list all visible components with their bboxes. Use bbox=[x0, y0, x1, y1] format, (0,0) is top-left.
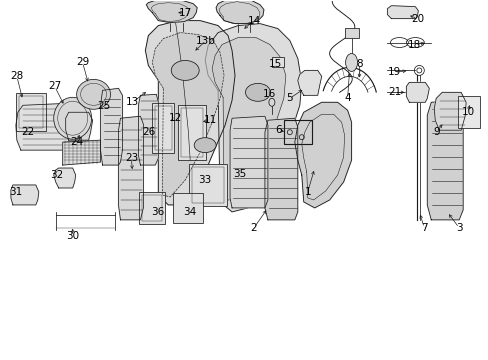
Text: 11: 11 bbox=[203, 115, 216, 125]
Polygon shape bbox=[297, 71, 321, 95]
Text: 18: 18 bbox=[407, 40, 420, 50]
Text: 33: 33 bbox=[198, 175, 211, 185]
Text: 1: 1 bbox=[304, 187, 310, 197]
Ellipse shape bbox=[245, 84, 270, 101]
Polygon shape bbox=[427, 100, 462, 220]
Text: 20: 20 bbox=[410, 14, 423, 24]
Text: 7: 7 bbox=[420, 223, 427, 233]
Polygon shape bbox=[101, 88, 122, 165]
Polygon shape bbox=[433, 92, 465, 130]
Bar bbox=[19, 96, 42, 128]
Polygon shape bbox=[146, 0, 197, 23]
Text: 4: 4 bbox=[344, 93, 350, 103]
Text: 13b: 13b bbox=[196, 36, 216, 46]
Text: 19: 19 bbox=[387, 67, 400, 77]
Text: 30: 30 bbox=[66, 231, 79, 241]
Polygon shape bbox=[65, 112, 92, 140]
Polygon shape bbox=[205, 24, 301, 212]
Text: 29: 29 bbox=[76, 58, 89, 67]
Text: 2: 2 bbox=[250, 223, 257, 233]
Text: 8: 8 bbox=[356, 59, 362, 69]
Text: 3: 3 bbox=[455, 223, 462, 233]
Text: 22: 22 bbox=[21, 127, 34, 137]
Text: 31: 31 bbox=[9, 187, 22, 197]
Text: 34: 34 bbox=[183, 207, 197, 217]
Text: 5: 5 bbox=[286, 93, 292, 103]
Bar bbox=[189, 164, 226, 206]
Text: 25: 25 bbox=[97, 101, 110, 111]
Polygon shape bbox=[386, 6, 417, 19]
Text: 24: 24 bbox=[70, 137, 83, 147]
Text: 21: 21 bbox=[387, 87, 400, 97]
Polygon shape bbox=[16, 103, 74, 150]
Text: 28: 28 bbox=[10, 71, 23, 81]
Bar bbox=[344, 28, 358, 37]
Bar bbox=[142, 195, 162, 221]
Polygon shape bbox=[294, 102, 351, 208]
Ellipse shape bbox=[54, 97, 91, 139]
Polygon shape bbox=[54, 168, 76, 188]
Polygon shape bbox=[145, 21, 235, 205]
Polygon shape bbox=[11, 185, 39, 205]
Bar bbox=[178, 105, 206, 159]
Text: 27: 27 bbox=[48, 81, 61, 91]
Polygon shape bbox=[264, 118, 297, 220]
Polygon shape bbox=[212, 37, 285, 200]
Text: 12: 12 bbox=[168, 113, 182, 123]
Polygon shape bbox=[229, 116, 267, 208]
Ellipse shape bbox=[345, 54, 357, 71]
Text: 15: 15 bbox=[269, 59, 282, 69]
Bar bbox=[192, 167, 224, 203]
Polygon shape bbox=[62, 140, 101, 165]
Bar bbox=[155, 106, 171, 150]
Text: 9: 9 bbox=[432, 127, 439, 137]
Bar bbox=[173, 193, 203, 223]
Polygon shape bbox=[216, 0, 264, 24]
Text: 6: 6 bbox=[275, 125, 282, 135]
Ellipse shape bbox=[77, 80, 110, 109]
Text: 13: 13 bbox=[125, 97, 139, 107]
Ellipse shape bbox=[171, 60, 199, 80]
Bar bbox=[271, 58, 283, 67]
Polygon shape bbox=[138, 94, 158, 165]
Polygon shape bbox=[118, 116, 143, 220]
Bar bbox=[16, 93, 46, 131]
Bar bbox=[283, 120, 311, 144]
Polygon shape bbox=[152, 32, 224, 197]
Bar bbox=[457, 96, 479, 128]
Text: 14: 14 bbox=[247, 15, 260, 26]
Bar bbox=[181, 108, 203, 157]
Text: 17: 17 bbox=[178, 8, 191, 18]
Text: 32: 32 bbox=[50, 170, 63, 180]
Text: 23: 23 bbox=[124, 153, 138, 163]
Ellipse shape bbox=[268, 98, 274, 106]
Ellipse shape bbox=[194, 138, 216, 153]
Bar bbox=[139, 192, 165, 224]
Text: 35: 35 bbox=[233, 169, 246, 179]
Polygon shape bbox=[406, 82, 428, 102]
Text: 26: 26 bbox=[142, 127, 156, 137]
Text: 16: 16 bbox=[263, 89, 276, 99]
Text: 10: 10 bbox=[461, 107, 474, 117]
Bar bbox=[152, 103, 174, 153]
Text: 36: 36 bbox=[150, 207, 163, 217]
